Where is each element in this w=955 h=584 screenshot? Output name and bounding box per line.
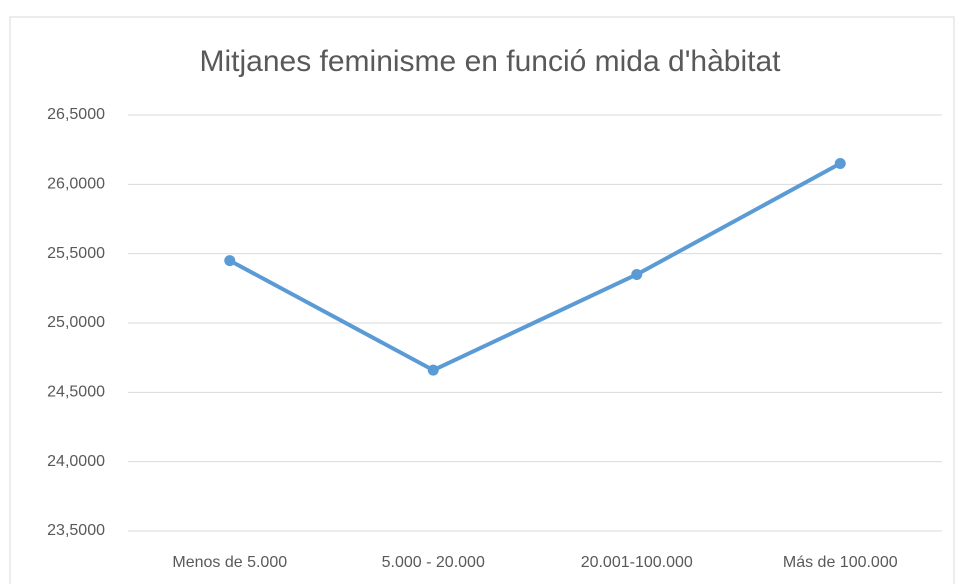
y-tick-label: 23,5000 [47, 522, 105, 539]
chart-border [9, 16, 955, 584]
x-tick-label: Más de 100.000 [783, 554, 898, 571]
marker [224, 255, 236, 267]
y-tick-label: 26,0000 [47, 176, 105, 193]
marker [631, 268, 643, 280]
y-tick-label: 25,0000 [47, 314, 105, 331]
y-tick-label: 24,0000 [47, 453, 105, 470]
marker [834, 158, 846, 170]
x-tick-label: 20.001-100.000 [581, 554, 693, 571]
y-tick-label: 26,5000 [47, 106, 105, 123]
x-tick-label: Menos de 5.000 [172, 554, 287, 571]
y-tick-label: 25,5000 [47, 245, 105, 262]
chart-title: Mitjanes feminisme en funció mida d'hàbi… [199, 45, 781, 78]
x-tick-label: 5.000 - 20.000 [382, 554, 485, 571]
line [227, 161, 843, 373]
y-tick-label: 24,5000 [47, 384, 105, 401]
marker [427, 364, 439, 376]
